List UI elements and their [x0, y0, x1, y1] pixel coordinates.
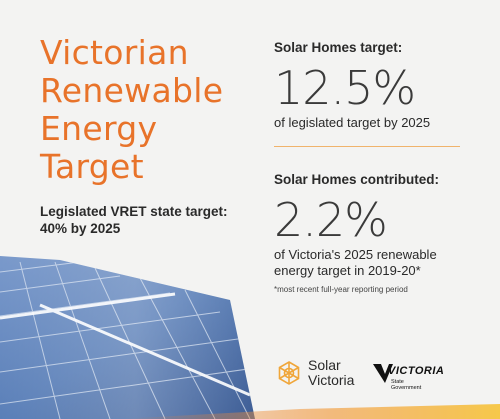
victoria-state-government-logo-icon	[373, 364, 393, 383]
title-line: Energy	[40, 109, 158, 148]
victoria-state-government-logo: VICTORIA State Government	[372, 362, 452, 398]
vret-line: 40% by 2025	[40, 221, 121, 236]
victoria-subtext: State Government	[391, 379, 421, 391]
stat-label: Solar Homes target:	[274, 40, 403, 55]
title-line: Target	[40, 147, 144, 186]
divider	[274, 146, 460, 147]
title-line: Renewable	[40, 71, 224, 110]
title-line: Victorian	[40, 33, 189, 72]
solar-victoria-logo: Solar Victoria	[276, 358, 354, 388]
footnote: *most recent full-year reporting period	[274, 285, 408, 294]
stat-solar-homes-target: Solar Homes target: 12.5% of legislated …	[274, 40, 474, 131]
page-title: Victorian Renewable Energy Target	[40, 34, 260, 186]
stat-value: 2.2%	[274, 193, 388, 247]
stat-description: of Victoria's 2025 renewable energy targ…	[274, 247, 474, 279]
stat-value: 12.5%	[274, 61, 416, 115]
stat-description-line: of legislated target by 2025	[274, 115, 431, 130]
stat-solar-homes-contributed: Solar Homes contributed: 2.2% of Victori…	[274, 172, 474, 294]
vret-target-text: Legislated VRET state target: 40% by 202…	[40, 203, 260, 237]
vret-line: Legislated VRET state target:	[40, 204, 228, 219]
logo-text: Victoria	[308, 372, 355, 388]
victoria-wordmark: VICTORIA	[388, 365, 445, 377]
logo-text: State	[391, 379, 404, 385]
stat-description-line: energy target in 2019-20*	[274, 263, 421, 278]
stat-description-line: of Victoria's 2025 renewable	[274, 247, 437, 262]
logo-text: Solar	[308, 357, 341, 373]
stat-label: Solar Homes contributed:	[274, 172, 440, 187]
stat-description: of legislated target by 2025	[274, 115, 474, 131]
solar-victoria-logo-icon	[278, 361, 300, 385]
solar-victoria-wordmark: Solar Victoria	[308, 358, 354, 388]
bottom-accent-bar	[120, 404, 500, 419]
logo-text: Government	[391, 385, 422, 391]
